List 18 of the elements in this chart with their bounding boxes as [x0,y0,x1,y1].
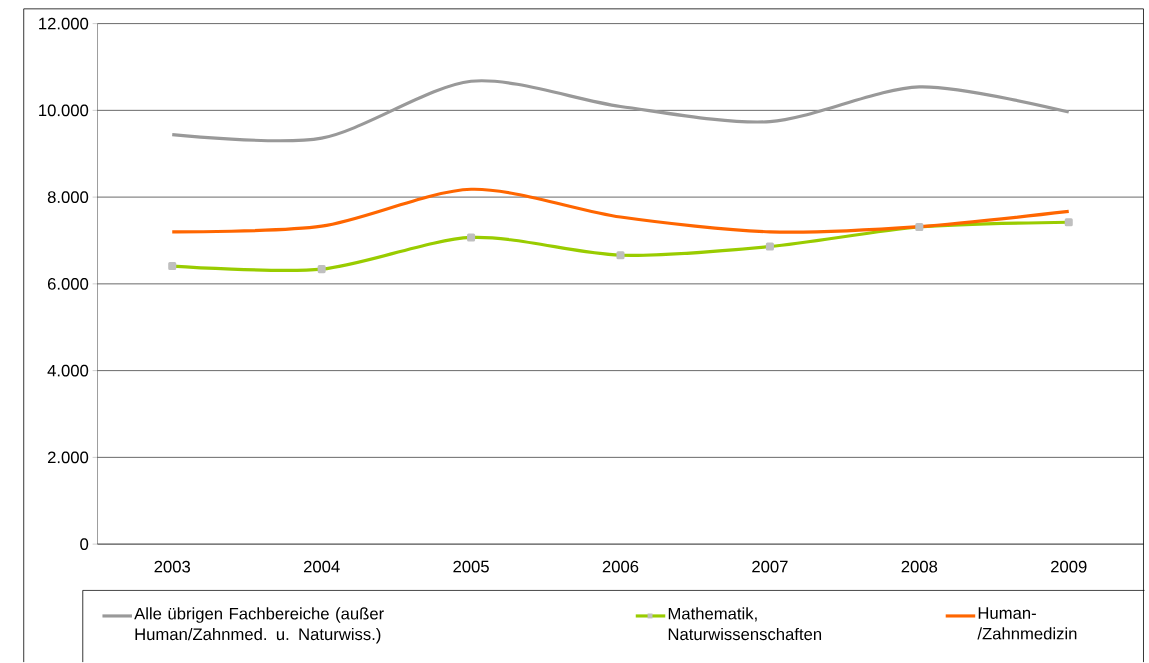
y-tick-label: 12.000 [39,17,89,30]
legend-label: Mathematik, Naturwissenschaften [668,607,822,641]
y-tick-label: 2.000 [47,451,89,464]
legend-label: Human-/Zahnmedizin [977,607,1077,640]
y-tick-label: 0 [80,538,89,551]
x-tick-label: 2009 [1051,560,1087,573]
y-tick-label: 4.000 [47,364,89,377]
line-series [170,187,1071,234]
x-tick-label: 2005 [453,560,489,573]
x-tick-label: 2007 [752,560,788,573]
legend-label: Alle übrigen Fachbereiche (außer Human/Zahnmed. u. Naturwiss.) [134,607,384,644]
y-tick-label: 6.000 [47,278,89,290]
x-tick-label: 2003 [154,560,191,573]
x-tick-label: 2004 [303,560,340,573]
y-tick-label: 10.000 [39,104,89,117]
y-tick-label: 8.000 [47,191,89,204]
x-tick-label: 2006 [602,560,639,573]
x-tick-label: 2008 [901,560,938,573]
